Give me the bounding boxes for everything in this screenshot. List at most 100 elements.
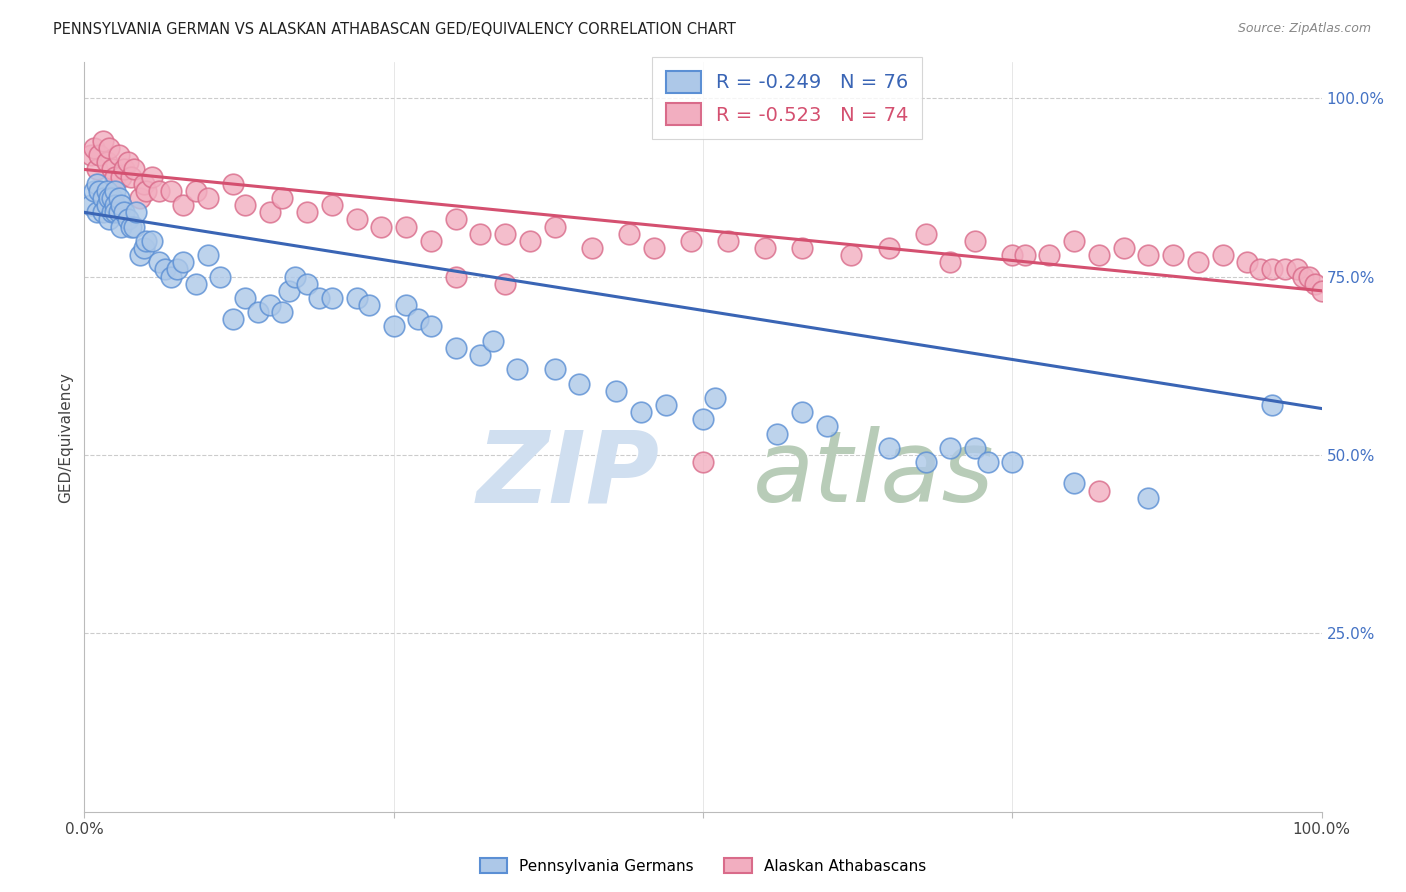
Point [1261,262,1284,277]
Point [766,426,789,441]
Point [1161,248,1184,262]
Point [86,177,108,191]
Point [233,291,256,305]
Point [1249,262,1271,277]
Point [112,205,135,219]
Point [91,191,114,205]
Point [129,191,152,205]
Point [444,212,467,227]
Point [494,277,516,291]
Point [1292,269,1315,284]
Point [1038,248,1060,262]
Point [91,205,114,219]
Point [939,441,962,455]
Point [222,177,245,191]
Point [91,134,114,148]
Point [98,141,121,155]
Point [108,148,131,162]
Point [543,362,565,376]
Point [141,169,163,184]
Point [519,234,541,248]
Point [104,184,127,198]
Point [1001,455,1024,469]
Point [259,298,281,312]
Point [679,234,702,248]
Text: atlas: atlas [752,426,994,523]
Point [877,441,900,455]
Point [122,162,145,177]
Point [110,169,132,184]
Point [125,205,148,219]
Point [1088,248,1111,262]
Point [104,205,127,219]
Y-axis label: GED/Equivalency: GED/Equivalency [58,372,73,502]
Point [1298,269,1320,284]
Point [1137,248,1160,262]
Point [79,148,101,162]
Point [321,198,343,212]
Point [346,291,368,305]
Point [104,169,127,184]
Point [172,255,194,269]
Point [346,212,368,227]
Point [110,198,132,212]
Point [160,269,183,284]
Point [692,455,714,469]
Point [96,155,118,169]
Point [197,248,219,262]
Point [89,184,111,198]
Point [1063,234,1085,248]
Point [222,312,245,326]
Point [395,298,418,312]
Point [1310,284,1333,298]
Point [1212,248,1234,262]
Point [209,269,232,284]
Point [122,219,145,234]
Point [506,362,529,376]
Point [1014,248,1036,262]
Point [271,191,294,205]
Point [148,255,170,269]
Point [132,241,155,255]
Point [110,219,132,234]
Point [98,212,121,227]
Point [277,284,299,298]
Point [295,277,318,291]
Point [370,219,392,234]
Point [153,262,176,277]
Point [914,455,936,469]
Point [976,455,998,469]
Point [83,184,105,198]
Point [1088,483,1111,498]
Point [148,184,170,198]
Point [704,391,727,405]
Point [717,234,740,248]
Point [481,334,503,348]
Point [100,162,122,177]
Point [1001,248,1024,262]
Point [100,191,122,205]
Point [841,248,863,262]
Point [86,162,108,177]
Point [271,305,294,319]
Point [96,184,118,198]
Point [308,291,330,305]
Point [1305,277,1327,291]
Point [617,227,640,241]
Point [79,198,101,212]
Point [581,241,603,255]
Point [470,348,492,362]
Point [470,227,492,241]
Point [259,205,281,219]
Point [284,269,307,284]
Point [132,177,155,191]
Point [141,234,163,248]
Point [395,219,418,234]
Point [1063,476,1085,491]
Text: PENNSYLVANIA GERMAN VS ALASKAN ATHABASCAN GED/EQUIVALENCY CORRELATION CHART: PENNSYLVANIA GERMAN VS ALASKAN ATHABASCA… [53,22,737,37]
Point [135,234,157,248]
Point [120,169,142,184]
Point [790,241,813,255]
Point [172,198,194,212]
Point [1112,241,1135,255]
